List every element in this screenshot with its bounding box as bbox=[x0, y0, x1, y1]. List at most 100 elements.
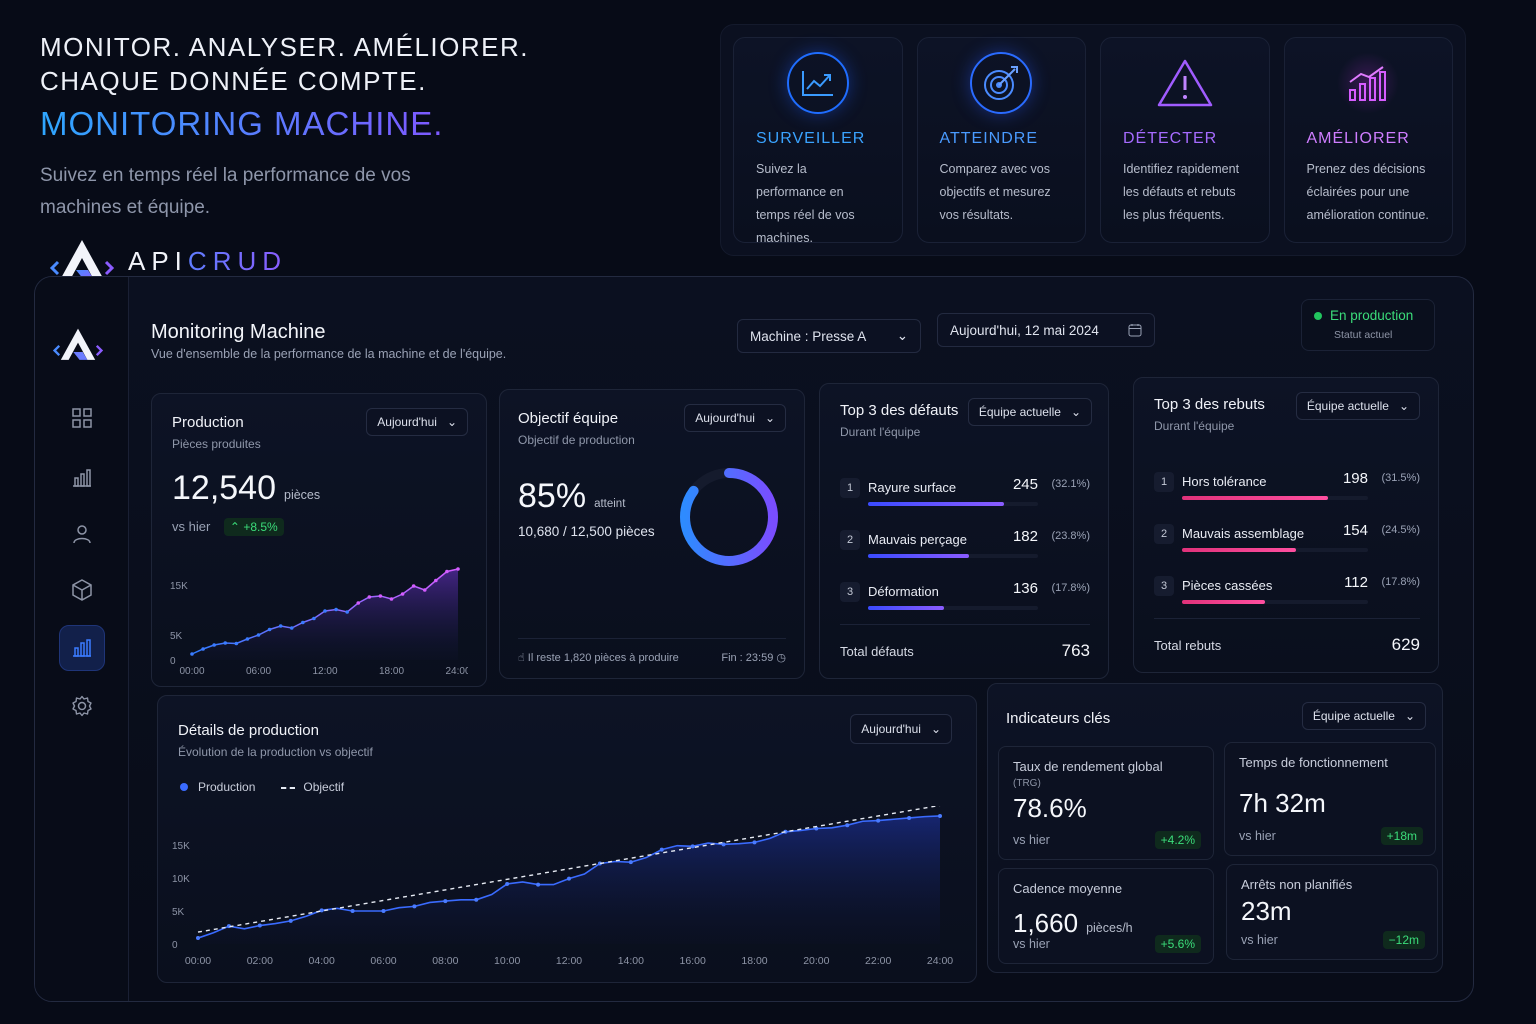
production-point bbox=[412, 904, 417, 909]
defects-subtitle: Durant l'équipe bbox=[840, 425, 921, 439]
scrap-bar bbox=[1182, 600, 1265, 604]
chevron-down-icon: ⌄ bbox=[1398, 399, 1409, 413]
date-select[interactable]: Aujourd'hui, 12 mai 2024 bbox=[937, 313, 1155, 347]
y-tick-label: 15K bbox=[172, 841, 190, 852]
scrap-pct: (31.5%) bbox=[1381, 472, 1420, 484]
production-point bbox=[845, 823, 850, 828]
x-tick-label: 22:00 bbox=[865, 955, 891, 967]
production-point bbox=[367, 595, 372, 599]
chevron-down-icon: ⌄ bbox=[1070, 405, 1081, 419]
defect-row: 3 Déformation 136 (17.8%) bbox=[840, 580, 1090, 622]
production-point bbox=[301, 620, 305, 625]
defects-total-label: Total défauts bbox=[840, 643, 914, 659]
filter-label: Équipe actuelle bbox=[1312, 709, 1395, 723]
grid-icon[interactable] bbox=[59, 395, 105, 441]
feature-desc: Prenez des décisions éclairées pour une … bbox=[1306, 162, 1429, 222]
status-badge: En production Statut actuel bbox=[1301, 299, 1435, 351]
defect-bar bbox=[868, 502, 1005, 506]
scrap-filter-select[interactable]: Équipe actuelle ⌄ bbox=[1295, 392, 1420, 420]
x-tick-label: 14:00 bbox=[618, 955, 644, 967]
production-point bbox=[422, 588, 427, 592]
production-point bbox=[907, 815, 912, 820]
defects-filter-select[interactable]: Équipe actuelle ⌄ bbox=[967, 398, 1092, 426]
defects-title: Top 3 des défauts bbox=[840, 402, 959, 419]
x-tick-label: 08:00 bbox=[432, 955, 458, 967]
kpi-value: 1,660 bbox=[1013, 908, 1079, 938]
objective-value: 85% bbox=[518, 477, 587, 515]
settings-icon[interactable] bbox=[59, 683, 105, 729]
feature-title: SURVEILLER bbox=[756, 130, 866, 147]
details-legend: Production Objectif bbox=[180, 780, 344, 794]
rank: 3 bbox=[1154, 576, 1174, 596]
kpi-delta: −12m bbox=[1382, 931, 1425, 949]
rank: 1 bbox=[840, 478, 860, 498]
production-point bbox=[567, 876, 571, 881]
period-label: Aujourd'hui bbox=[695, 411, 755, 425]
feature-desc: Identifiez rapidement les défauts et reb… bbox=[1123, 162, 1240, 222]
scrap-label: Mauvais assemblage bbox=[1182, 526, 1305, 541]
sidebar-logo-icon[interactable] bbox=[52, 327, 104, 368]
hero-accent: MONITORING MACHINE. bbox=[40, 102, 680, 146]
kpi-filter-select[interactable]: Équipe actuelle ⌄ bbox=[1301, 702, 1426, 730]
production-point bbox=[201, 647, 205, 651]
x-tick-label: 06:00 bbox=[246, 666, 271, 677]
feature-card-surveiller: SURVEILLER Suivez la performance en temp… bbox=[733, 37, 903, 245]
production-point bbox=[334, 607, 338, 612]
status-sub: Statut actuel bbox=[1334, 329, 1393, 341]
scrap-total-value: 629 bbox=[1391, 635, 1420, 654]
scrap-track bbox=[1182, 548, 1368, 552]
objective-period-select[interactable]: Aujourd'hui ⌄ bbox=[684, 404, 786, 432]
scrap-row: 2 Mauvais assemblage 154 (24.5%) bbox=[1154, 522, 1420, 564]
production-point bbox=[536, 882, 541, 887]
defect-track bbox=[868, 606, 1038, 610]
hero-subtitle: Suivez en temps réel la performance de v… bbox=[40, 165, 411, 218]
production-point bbox=[505, 881, 510, 886]
kpi-label: Arrêts non planifiés bbox=[1241, 877, 1353, 892]
donut-progress bbox=[680, 468, 778, 566]
production-period-select[interactable]: Aujourd'hui ⌄ bbox=[366, 408, 468, 436]
kpi-delta: +5.6% bbox=[1154, 935, 1201, 953]
production-point bbox=[289, 626, 294, 630]
cube-icon[interactable] bbox=[59, 567, 105, 613]
kpi-label: Temps de fonctionnement bbox=[1239, 755, 1388, 770]
kpi-unit: pièces/h bbox=[1086, 921, 1133, 935]
x-tick-label: 12:00 bbox=[556, 955, 582, 967]
x-tick-label: 20:00 bbox=[803, 955, 829, 967]
kpi-value: 7h 32m bbox=[1239, 788, 1326, 818]
scrap-row: 1 Hors tolérance 198 (31.5%) bbox=[1154, 470, 1420, 512]
kpi-card: Indicateurs clés Équipe actuelle ⌄ Taux d… bbox=[987, 683, 1443, 973]
chevron-down-icon: ⌄ bbox=[446, 415, 457, 429]
scrap-title: Top 3 des rebuts bbox=[1154, 396, 1265, 413]
production-point bbox=[876, 818, 881, 823]
production-point bbox=[474, 897, 479, 902]
warning-icon bbox=[1154, 52, 1216, 114]
x-tick-label: 04:00 bbox=[309, 955, 335, 967]
production-point bbox=[443, 899, 448, 904]
production-delta: +8.5% bbox=[243, 520, 278, 534]
analytics-icon[interactable] bbox=[59, 625, 105, 671]
defects-total-value: 763 bbox=[1061, 641, 1090, 660]
dashboard-window: Monitoring Machine Vue d'ensemble de la … bbox=[34, 276, 1474, 1002]
page-title: Monitoring Machine bbox=[151, 321, 326, 343]
kpi-compare: vs hier bbox=[1013, 937, 1050, 951]
feature-title: ATTEINDRE bbox=[939, 130, 1038, 147]
filter-label: Équipe actuelle bbox=[978, 405, 1061, 419]
machine-select[interactable]: Machine : Presse A ⌄ bbox=[737, 319, 921, 353]
details-period-select[interactable]: Aujourd'hui ⌄ bbox=[850, 714, 952, 744]
period-label: Aujourd'hui bbox=[377, 415, 437, 429]
scrap-label: Hors tolérance bbox=[1182, 474, 1267, 489]
target-icon bbox=[970, 52, 1033, 114]
user-icon[interactable] bbox=[59, 511, 105, 557]
x-tick-label: 24:00 bbox=[927, 955, 953, 967]
production-point bbox=[597, 861, 602, 866]
details-title: Détails de production bbox=[178, 722, 319, 739]
feature-desc: Comparez avec vos objectifs et mesurez v… bbox=[939, 162, 1051, 222]
bar-chart-icon[interactable] bbox=[59, 455, 105, 501]
kpi-delta: +18m bbox=[1380, 827, 1423, 845]
feature-card-atteindre: ATTEINDRE Comparez avec vos objectifs et… bbox=[916, 37, 1086, 243]
production-point bbox=[267, 627, 272, 632]
chevron-down-icon: ⌄ bbox=[764, 411, 775, 425]
production-point bbox=[381, 909, 386, 913]
kpi-label: Taux de rendement global bbox=[1013, 759, 1163, 774]
legend-objective-dash-icon bbox=[281, 786, 296, 789]
